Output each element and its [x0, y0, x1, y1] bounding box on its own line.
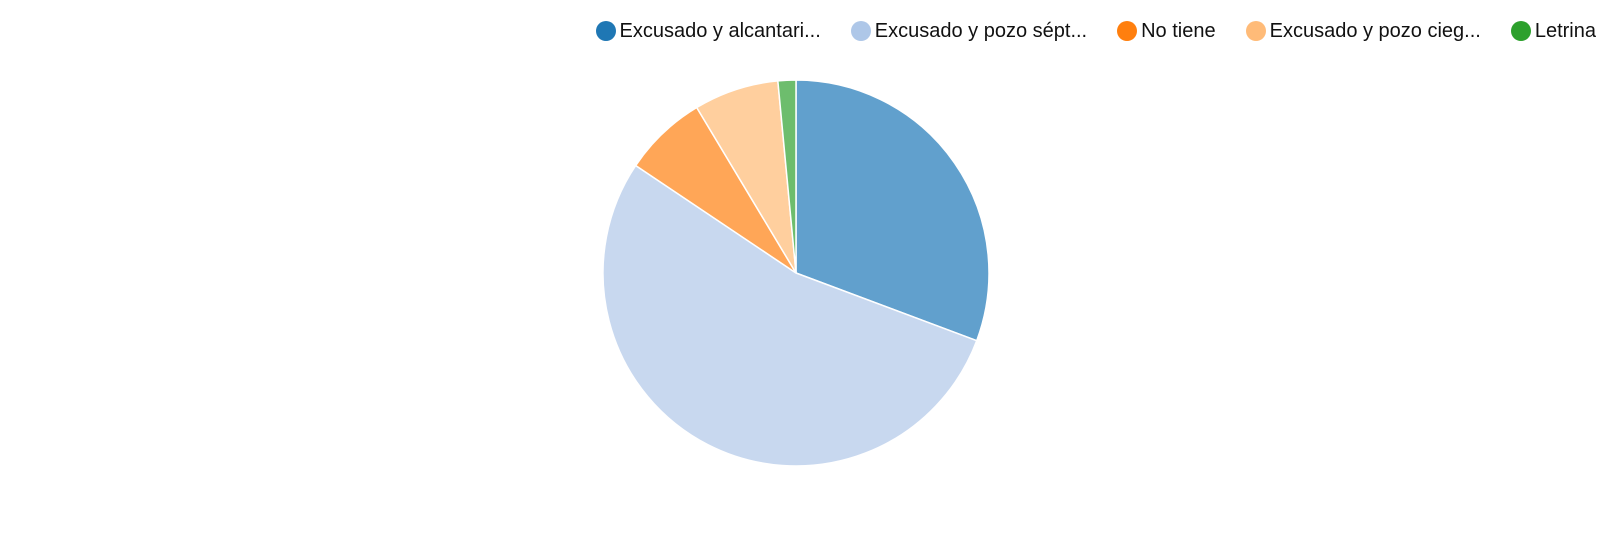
legend-label: Excusado y alcantari...	[619, 20, 821, 42]
legend-item-letrina[interactable]: Letrina	[1510, 19, 1596, 43]
legend-swatch-icon	[1510, 21, 1531, 41]
pie-slice-1[interactable]	[602, 164, 978, 467]
legend-item-no-tiene[interactable]: No tiene	[1117, 19, 1216, 43]
legend-swatch-icon	[595, 21, 616, 41]
legend-item-excusado-alcantarillado[interactable]: Excusado y alcantari...	[595, 19, 821, 43]
legend-item-excusado-pozo-ciego[interactable]: Excusado y pozo cieg...	[1245, 19, 1481, 43]
legend-swatch-icon	[850, 21, 871, 41]
legend-label: Excusado y pozo cieg...	[1269, 20, 1481, 42]
legend-label: No tiene	[1141, 20, 1216, 42]
legend-item-excusado-pozo-septico[interactable]: Excusado y pozo sépt...	[850, 19, 1088, 43]
legend-swatch-icon	[1245, 21, 1266, 41]
pie-slice-0[interactable]	[795, 79, 990, 342]
pie-slice-4[interactable]	[777, 79, 797, 274]
legend-label: Letrina	[1534, 20, 1596, 42]
legend-swatch-icon	[1117, 21, 1138, 41]
legend: Excusado y alcantari... Excusado y pozo …	[595, 19, 1596, 43]
legend-label: Excusado y pozo sépt...	[874, 20, 1088, 42]
